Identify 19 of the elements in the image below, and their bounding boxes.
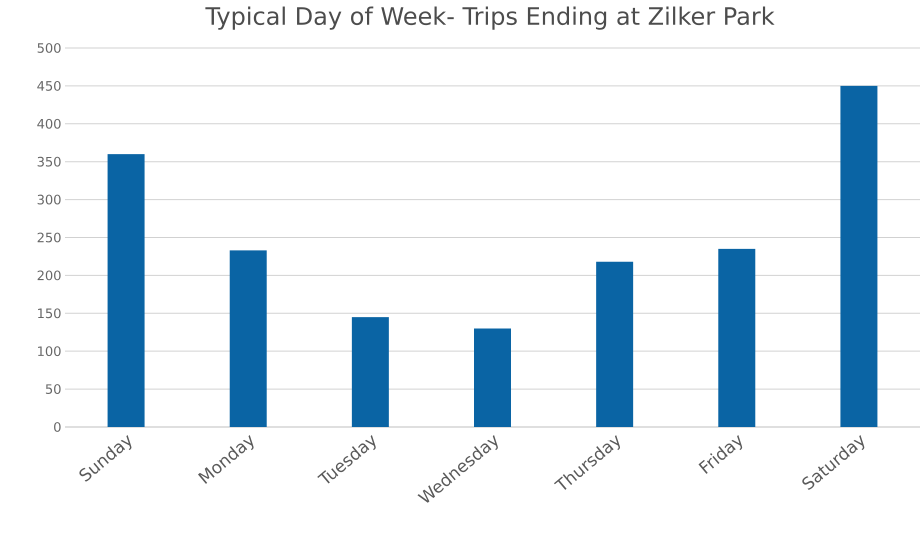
bar xyxy=(474,328,511,427)
bar xyxy=(718,248,756,427)
bar xyxy=(352,317,389,427)
y-tick-label: 50 xyxy=(46,384,61,394)
y-tick-label: 200 xyxy=(38,270,61,280)
bar xyxy=(596,262,634,427)
y-tick-label: 450 xyxy=(37,80,61,91)
chart-title: Typical Day of Week- Trips Ending at Zilker Park xyxy=(205,6,775,30)
bar xyxy=(108,154,145,427)
y-tick-label: 300 xyxy=(38,194,61,205)
y-tick-label: 500 xyxy=(38,43,61,53)
y-tick-label: 400 xyxy=(37,118,61,129)
bar xyxy=(840,86,878,427)
y-tick-label: 100 xyxy=(38,346,61,356)
y-tick-label: 250 xyxy=(38,232,61,242)
y-tick-label: 350 xyxy=(38,156,61,167)
y-tick-label: 150 xyxy=(38,308,61,318)
bar xyxy=(230,250,267,427)
y-tick-label: 0 xyxy=(54,422,61,432)
